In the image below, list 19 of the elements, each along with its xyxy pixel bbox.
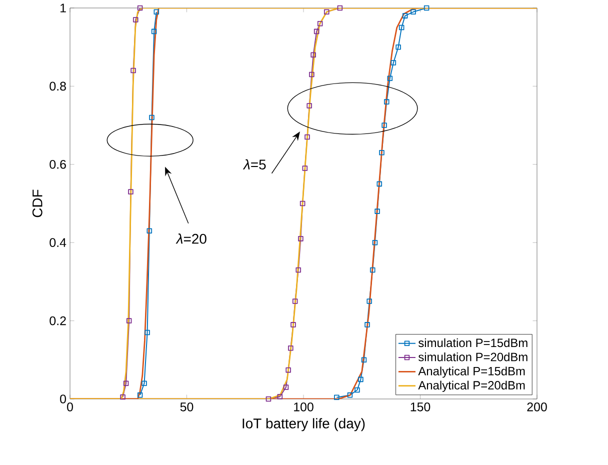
y-tick-label: 0.2 xyxy=(50,316,66,326)
y-tick-label: 0.6 xyxy=(50,160,66,169)
x-tick-label: 150 xyxy=(410,402,430,412)
annotation: λ=20 xyxy=(176,234,206,244)
x-tick-label: 50 xyxy=(180,402,194,412)
legend-label: Analytical P=15dBm xyxy=(418,366,525,378)
legend-label: simulation P=20dBm xyxy=(418,352,528,362)
y-tick-label: 0 xyxy=(60,394,66,404)
y-tick-label: 1 xyxy=(60,4,66,12)
y-tick-label: 0.4 xyxy=(50,238,66,247)
x-tick-label: 200 xyxy=(527,402,547,412)
x-axis-title: IoT battery life (day) xyxy=(242,418,365,432)
x-tick-label: 100 xyxy=(294,402,314,412)
legend-label: Analytical P=20dBm xyxy=(418,380,525,392)
y-axis-title: CDF xyxy=(32,190,42,218)
annotation: λ=5 xyxy=(242,159,266,170)
x-tick-label: 0 xyxy=(67,402,73,412)
y-tick-label: 0.8 xyxy=(50,82,66,91)
legend-label: simulation P=15dBm xyxy=(418,338,528,348)
